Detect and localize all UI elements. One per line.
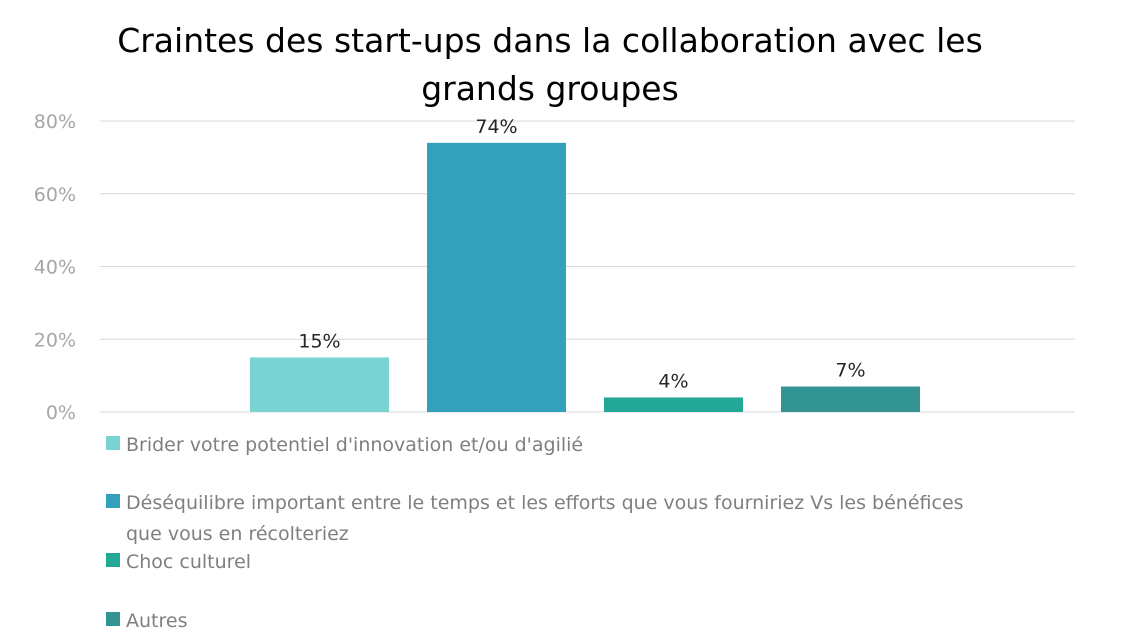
legend-label: Brider votre potentiel d'innovation et/o… (126, 434, 583, 456)
legend-item: Déséquilibre important entre le temps et… (106, 492, 964, 545)
chart-title-line-2: grands groupes (421, 69, 679, 108)
legend-label: Autres (126, 610, 187, 632)
legend-label: que vous en récolteriez (126, 523, 349, 545)
legend-swatch (106, 436, 120, 450)
y-tick-label: 20% (34, 329, 76, 351)
chart-title-line-1: Craintes des start-ups dans la collabora… (117, 21, 983, 60)
data-label: 7% (835, 360, 865, 382)
gridlines (100, 120, 1075, 413)
bar (427, 142, 566, 412)
legend-item: Autres (106, 610, 187, 632)
data-label: 4% (658, 370, 688, 392)
y-tick-label: 40% (34, 257, 76, 279)
y-axis-ticks: 0% 20% 40% 60% 80% (34, 111, 76, 424)
legend-item: Choc culturel (106, 551, 251, 573)
data-label: 74% (475, 116, 517, 138)
y-tick-label: 0% (46, 402, 76, 424)
bar (604, 397, 743, 412)
legend: Brider votre potentiel d'innovation et/o… (106, 434, 964, 632)
data-label: 15% (298, 330, 340, 352)
legend-swatch (106, 553, 120, 567)
bars (250, 142, 920, 412)
bar (250, 357, 389, 412)
legend-swatch (106, 494, 120, 508)
bar (781, 386, 920, 412)
y-tick-label: 80% (34, 111, 76, 133)
legend-swatch (106, 612, 120, 626)
legend-label: Déséquilibre important entre le temps et… (126, 492, 964, 514)
data-labels: 15% 74% 4% 7% (298, 116, 865, 393)
y-tick-label: 60% (34, 184, 76, 206)
legend-label: Choc culturel (126, 551, 251, 573)
legend-item: Brider votre potentiel d'innovation et/o… (106, 434, 583, 456)
